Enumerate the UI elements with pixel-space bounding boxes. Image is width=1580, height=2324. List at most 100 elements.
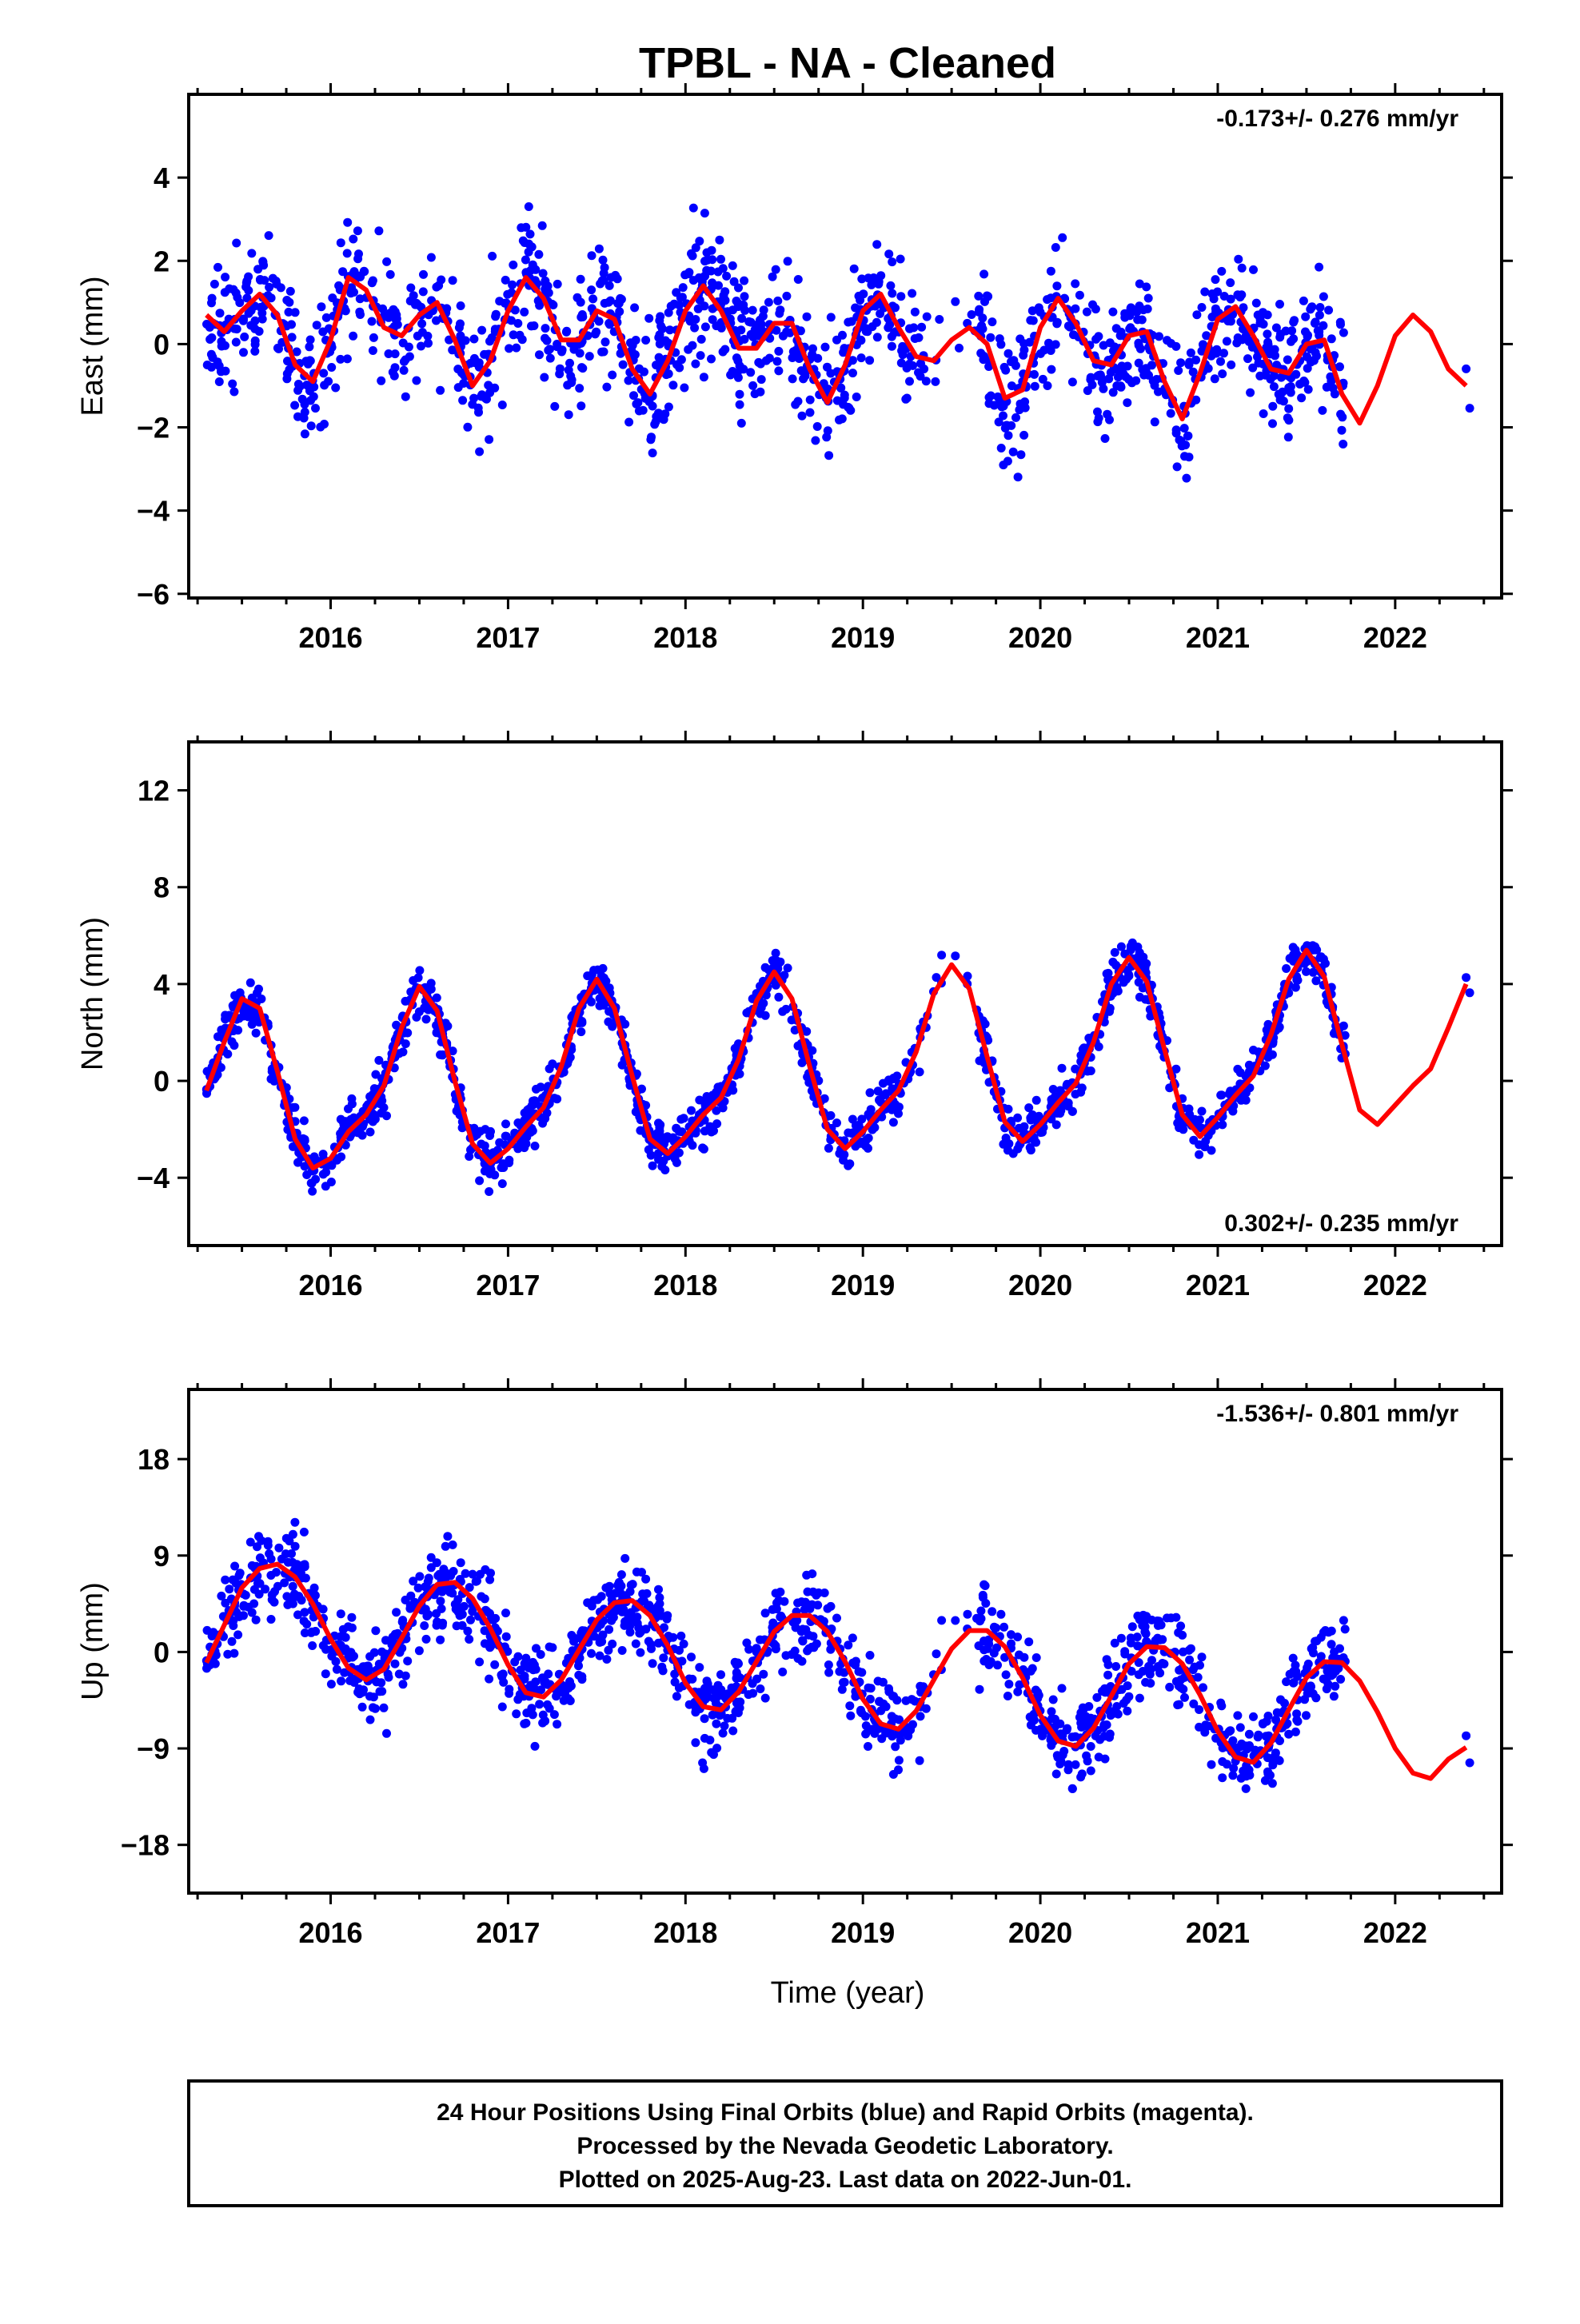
data-point — [986, 333, 995, 342]
data-point — [1094, 1042, 1103, 1051]
data-point — [608, 1639, 617, 1648]
data-point — [774, 346, 784, 356]
data-point — [1051, 1769, 1061, 1779]
data-point — [501, 1632, 511, 1641]
data-point — [972, 1613, 981, 1623]
data-point — [894, 1756, 904, 1765]
data-point — [1086, 1742, 1095, 1751]
data-point — [702, 1092, 712, 1101]
data-point — [375, 1687, 385, 1696]
data-point — [756, 1635, 764, 1644]
data-point — [261, 1585, 270, 1594]
data-point — [1301, 312, 1311, 321]
data-point — [955, 343, 964, 353]
x-tick-label: 2017 — [476, 1269, 540, 1302]
data-point — [684, 269, 693, 279]
data-point — [1144, 1661, 1154, 1671]
data-point — [988, 317, 997, 327]
data-point — [505, 1688, 514, 1698]
data-point — [371, 1626, 381, 1636]
data-point — [712, 1119, 722, 1129]
data-point — [999, 362, 1009, 372]
data-point — [802, 1570, 812, 1580]
y-tick-label: 0 — [154, 1636, 170, 1668]
data-point — [282, 1592, 292, 1601]
data-point — [980, 269, 989, 279]
footer-frame — [187, 2079, 1503, 2207]
data-point — [1279, 397, 1288, 406]
data-point — [602, 1655, 612, 1664]
data-point — [485, 1187, 494, 1196]
data-point — [422, 1612, 432, 1620]
data-point — [216, 367, 225, 377]
data-point — [1030, 381, 1039, 391]
data-point — [389, 1632, 398, 1642]
data-point — [512, 1709, 521, 1719]
data-point — [1099, 1720, 1109, 1730]
data-point — [1043, 381, 1052, 390]
data-point — [832, 1118, 841, 1128]
data-point — [687, 249, 696, 258]
data-point — [695, 1663, 704, 1672]
data-point — [524, 239, 533, 249]
data-point — [758, 312, 768, 321]
plot-frame-east — [187, 93, 1503, 600]
data-point — [696, 334, 706, 344]
data-point — [720, 287, 730, 297]
data-point — [332, 1155, 341, 1165]
data-point — [1275, 300, 1284, 309]
footer-line-2: Processed by the Nevada Geodetic Laborat… — [577, 2133, 1113, 2159]
data-point — [1071, 1090, 1080, 1099]
x-tick-label: 2017 — [476, 1916, 540, 1949]
data-point — [1094, 1752, 1103, 1762]
data-point — [672, 1692, 681, 1701]
data-point — [423, 1577, 433, 1586]
data-point — [629, 391, 638, 401]
data-point — [221, 1015, 230, 1024]
data-point — [513, 1118, 523, 1127]
data-point — [919, 1682, 928, 1692]
data-point — [1031, 1095, 1041, 1105]
data-point — [823, 426, 832, 436]
data-point — [1280, 1699, 1289, 1708]
data-point — [489, 1616, 498, 1624]
data-point — [865, 1651, 875, 1660]
data-point — [1019, 350, 1028, 360]
data-point — [312, 321, 321, 330]
data-point — [737, 313, 747, 323]
data-point — [461, 336, 470, 345]
data-point — [1288, 1653, 1298, 1663]
fit-line-north — [204, 947, 1469, 1171]
data-point — [1057, 1684, 1067, 1693]
data-point — [283, 1600, 293, 1609]
data-point — [709, 1693, 718, 1703]
data-point — [832, 1613, 841, 1623]
data-point — [617, 1646, 627, 1655]
data-point — [1191, 355, 1201, 365]
data-point — [524, 1104, 533, 1114]
data-point — [1199, 1683, 1207, 1692]
data-point — [269, 1597, 279, 1607]
data-point — [1329, 1692, 1339, 1701]
data-point — [1189, 1135, 1199, 1145]
data-point — [1077, 1083, 1087, 1093]
data-point — [756, 375, 766, 385]
data-point — [367, 317, 377, 326]
data-point — [837, 1684, 847, 1694]
data-point — [910, 1696, 920, 1706]
data-point — [353, 226, 362, 236]
data-point — [229, 1621, 238, 1630]
data-point — [1083, 386, 1092, 396]
data-point — [397, 1617, 407, 1627]
data-point — [1197, 1106, 1207, 1116]
data-point — [1046, 266, 1055, 276]
data-point — [1184, 1104, 1194, 1114]
data-point — [872, 333, 882, 342]
data-point — [473, 1577, 481, 1586]
data-point — [628, 341, 637, 350]
data-point — [696, 351, 705, 361]
data-point — [868, 322, 877, 332]
data-point — [691, 315, 700, 324]
data-point — [910, 334, 920, 343]
data-point — [1000, 1652, 1010, 1662]
